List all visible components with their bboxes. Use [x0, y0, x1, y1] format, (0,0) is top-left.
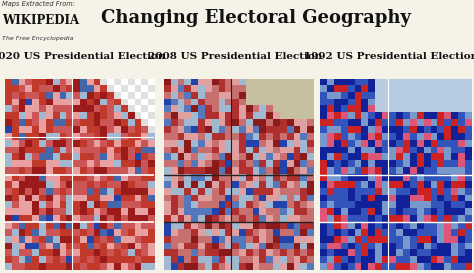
Text: The Free Encyclopedia: The Free Encyclopedia — [2, 36, 74, 41]
Text: WIKIPEDIA: WIKIPEDIA — [2, 14, 80, 27]
Text: 2020 US Presidential Election: 2020 US Presidential Election — [0, 52, 165, 61]
Text: 1992 US Presidential Election: 1992 US Presidential Election — [304, 52, 474, 61]
Text: 2008 US Presidential Election: 2008 US Presidential Election — [147, 52, 322, 61]
Text: Maps Extracted From:: Maps Extracted From: — [2, 1, 75, 7]
Text: Changing Electoral Geography: Changing Electoral Geography — [101, 9, 411, 27]
